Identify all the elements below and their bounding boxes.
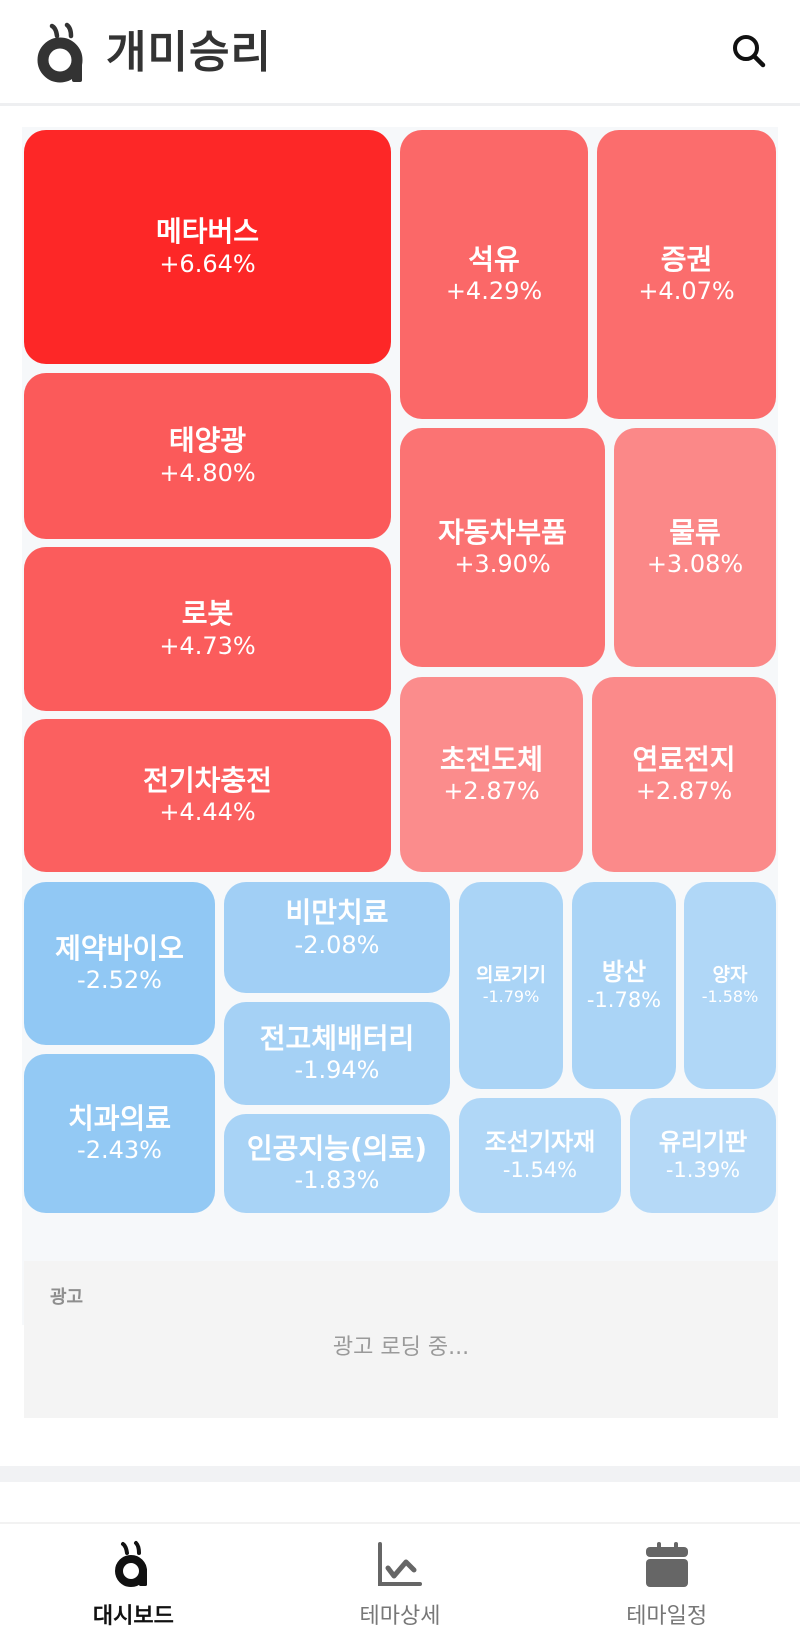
theme-name: 증권 [660, 242, 713, 276]
theme-change: -2.08% [294, 930, 380, 959]
dashboard-main: 메타버스 +6.64% 태양광 +4.80% 로봇 +4.73% 전기차충전 +… [0, 109, 800, 1466]
search-icon [733, 35, 766, 68]
app-header: 개미승리 [0, 0, 800, 106]
treemap-tile[interactable]: 의료기기 -1.79% [459, 882, 563, 1089]
nav-label: 테마일정 [626, 1604, 708, 1629]
ad-banner[interactable]: 광고 광고 로딩 중... [24, 1261, 778, 1418]
treemap-tile[interactable]: 전고체배터리 -1.94% [224, 1002, 450, 1105]
theme-change: +4.29% [445, 277, 543, 306]
theme-change: +4.80% [159, 458, 256, 487]
theme-change: -1.94% [294, 1056, 380, 1085]
treemap-tile[interactable]: 태양광 +4.80% [24, 373, 391, 539]
theme-change: +2.87% [443, 777, 540, 806]
treemap-tile[interactable]: 로봇 +4.73% [24, 547, 391, 711]
theme-change: -2.43% [77, 1136, 162, 1165]
theme-name: 제약바이오 [55, 931, 184, 965]
treemap-tile[interactable]: 방산 -1.78% [572, 882, 676, 1089]
treemap-tile[interactable]: 초전도체 +2.87% [400, 677, 583, 872]
theme-change: +3.08% [646, 550, 744, 579]
theme-change: -1.78% [586, 987, 662, 1012]
ad-loading-text: 광고 로딩 중... [332, 1335, 470, 1360]
ant-logo-icon [115, 1541, 148, 1587]
line-chart-icon [378, 1542, 422, 1586]
treemap-tile[interactable]: 비만치료 -2.08% [224, 882, 450, 993]
nav-tab-dashboard[interactable]: 대시보드 [0, 1524, 267, 1636]
theme-change: +6.64% [159, 249, 256, 278]
bottom-nav: 대시보드 테마상세 테마일정 [0, 1522, 800, 1636]
treemap-tile[interactable]: 전기차충전 +4.44% [24, 719, 391, 872]
search-button[interactable] [726, 28, 774, 76]
treemap-tile[interactable]: 조선기자재 -1.54% [459, 1098, 621, 1213]
theme-name: 석유 [468, 242, 520, 276]
theme-name: 유리기판 [658, 1127, 748, 1156]
theme-name: 자동차부품 [438, 515, 567, 549]
treemap-tile[interactable]: 연료전지 +2.87% [592, 677, 776, 872]
theme-change: +2.87% [635, 777, 733, 806]
treemap-tile[interactable]: 물류 +3.08% [614, 428, 776, 667]
app-logo[interactable]: 개미승리 [36, 22, 272, 84]
treemap-tile[interactable]: 석유 +4.29% [400, 130, 588, 419]
theme-name: 태양광 [168, 424, 247, 458]
theme-name: 연료전지 [632, 742, 736, 776]
theme-change: -1.39% [665, 1157, 741, 1182]
ant-logo-icon [37, 22, 83, 83]
theme-name: 메타버스 [155, 215, 260, 249]
theme-change: +4.44% [159, 798, 256, 827]
ad-label: 광고 [50, 1287, 84, 1308]
theme-change: +4.73% [159, 631, 256, 660]
theme-change: +3.90% [454, 550, 551, 579]
theme-name: 방산 [601, 957, 647, 986]
app-name: 개미승리 [106, 27, 272, 78]
treemap-tile[interactable]: 치과의료 -2.43% [24, 1054, 215, 1213]
treemap-tile[interactable]: 자동차부품 +3.90% [400, 428, 605, 667]
theme-change: -2.52% [77, 966, 162, 995]
nav-tab-theme-schedule[interactable]: 테마일정 [533, 1524, 800, 1636]
nav-label: 대시보드 [92, 1604, 174, 1629]
theme-name: 조선기자재 [484, 1127, 596, 1156]
theme-name: 의료기기 [476, 964, 546, 987]
treemap-tile[interactable]: 유리기판 -1.39% [630, 1098, 776, 1213]
calendar-icon [645, 1542, 688, 1587]
theme-change: -1.58% [701, 986, 759, 1006]
theme-name: 초전도체 [439, 742, 544, 776]
treemap-tile[interactable]: 양자 -1.58% [684, 882, 776, 1089]
theme-change: -1.83% [294, 1166, 380, 1195]
theme-change: -1.79% [482, 986, 540, 1006]
theme-name: 비만치료 [285, 896, 389, 929]
theme-name: 물류 [669, 515, 721, 549]
treemap-tile[interactable]: 증권 +4.07% [597, 130, 776, 419]
theme-name: 전기차충전 [143, 763, 272, 797]
theme-name: 인공지능(의료) [246, 1131, 428, 1165]
theme-name: 양자 [712, 964, 748, 987]
treemap-tile[interactable]: 제약바이오 -2.52% [24, 882, 215, 1045]
theme-name: 치과의료 [67, 1101, 172, 1135]
theme-name: 전고체배터리 [259, 1021, 415, 1055]
theme-name: 로봇 [181, 597, 234, 631]
theme-change: +4.07% [638, 277, 735, 306]
nav-label: 테마상세 [359, 1604, 441, 1629]
theme-change: -1.54% [502, 1157, 578, 1182]
nav-tab-theme-detail[interactable]: 테마상세 [267, 1524, 534, 1636]
treemap-tile[interactable]: 메타버스 +6.64% [24, 130, 391, 364]
treemap-tile[interactable]: 인공지능(의료) -1.83% [224, 1114, 450, 1213]
section-divider [0, 1466, 800, 1482]
